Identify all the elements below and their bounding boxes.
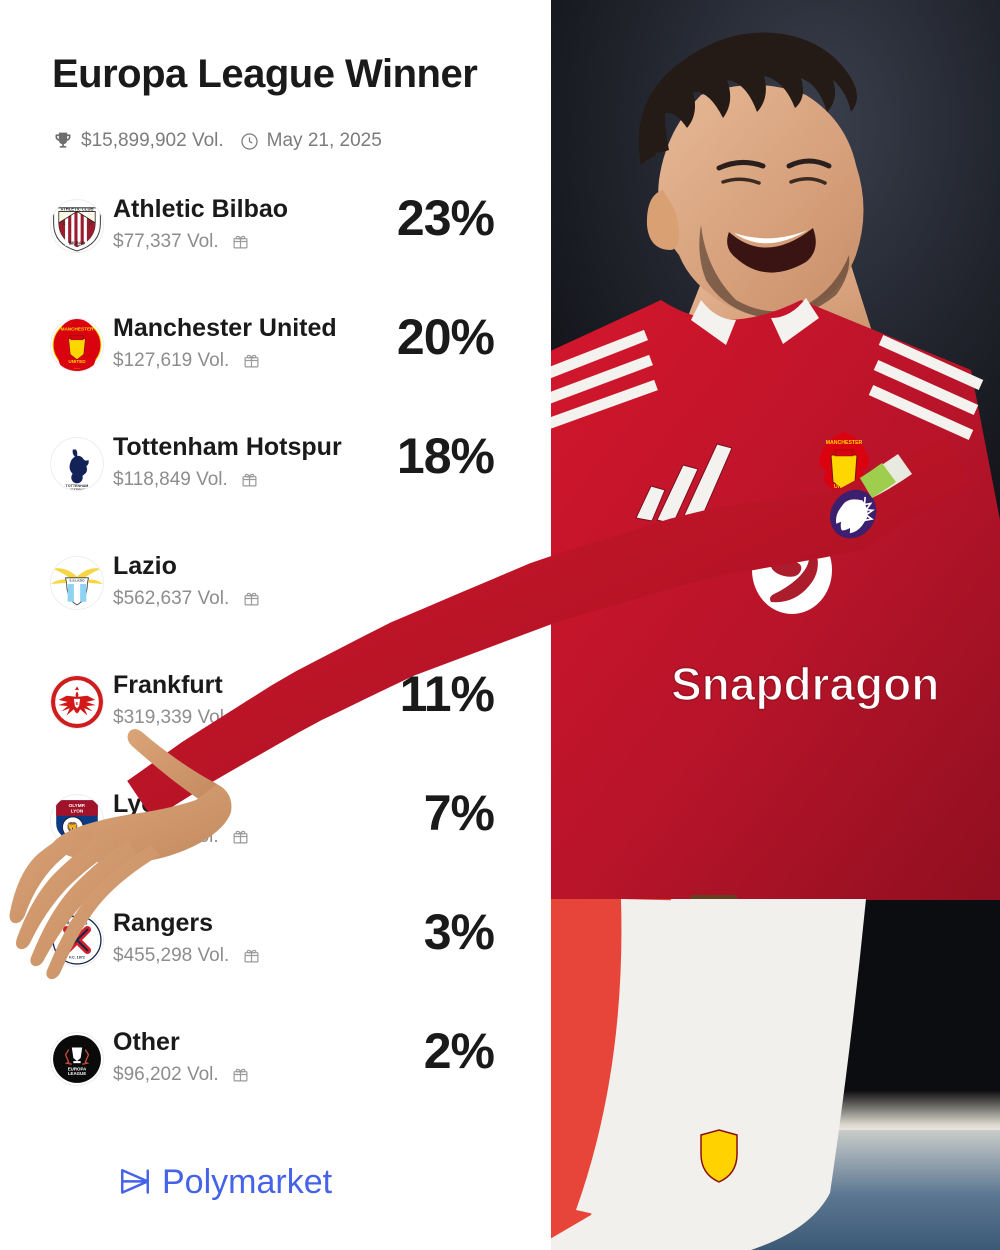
- svg-text:S.S.LAZIO: S.S.LAZIO: [69, 578, 85, 582]
- svg-text:UNITED: UNITED: [834, 484, 855, 490]
- svg-text:LEAGUE: LEAGUE: [68, 1071, 86, 1076]
- svg-text:L: L: [85, 825, 92, 837]
- svg-text:🦁: 🦁: [66, 821, 79, 834]
- svg-text:TOTTENHAM: TOTTENHAM: [66, 484, 89, 488]
- svg-text:ATHLETIC CLUB: ATHLETIC CLUB: [61, 206, 94, 211]
- svg-text:OLYMP.: OLYMP.: [69, 803, 86, 808]
- svg-text:LYON: LYON: [71, 809, 84, 814]
- svg-text:RANGERS: RANGERS: [67, 920, 88, 925]
- svg-text:MANCHESTER: MANCHESTER: [826, 440, 863, 446]
- svg-text:BILBAO: BILBAO: [69, 241, 86, 246]
- svg-text:UNITED: UNITED: [68, 359, 86, 364]
- svg-text:E: E: [76, 701, 79, 706]
- svg-text:HOTSPUR: HOTSPUR: [68, 488, 86, 490]
- svg-text:MANCHESTER: MANCHESTER: [61, 326, 94, 331]
- svg-text:F.C. 1872: F.C. 1872: [69, 956, 85, 960]
